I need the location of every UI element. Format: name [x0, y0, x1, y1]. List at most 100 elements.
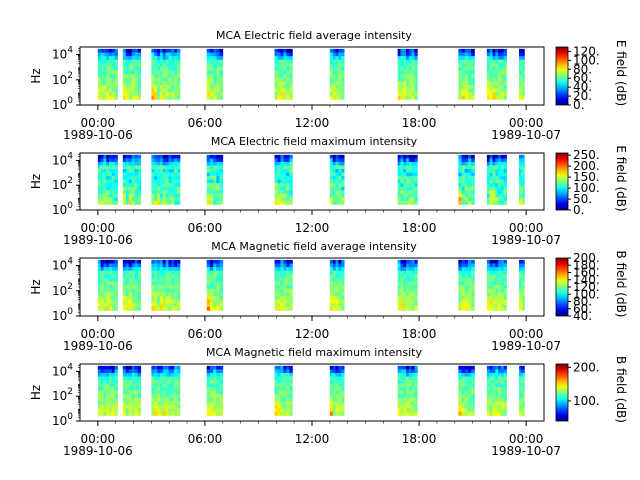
colorbar-tick-label: 60.: [573, 71, 592, 85]
data-segment-2: [122, 154, 142, 205]
panel-title: MCA Magnetic field maximum intensity: [206, 346, 422, 359]
data-segment-9: [486, 365, 507, 416]
data-segment-8: [458, 259, 475, 311]
colorbar: 0.20.40.60.80.100.120. E field (dB): [555, 40, 628, 112]
spectrogram-data: [97, 154, 525, 205]
panel-title: MCA Magnetic field average intensity: [211, 240, 417, 253]
data-segment-7: [397, 154, 418, 205]
panel-4: MCA Magnetic field maximum intensity 100 1…: [29, 346, 628, 458]
data-segment-10: [519, 259, 525, 311]
panel-2: MCA Electric field maximum intensity1001…: [29, 135, 628, 247]
colorbar-tick-label: 80.: [573, 62, 592, 76]
colorbar: 0.50.100.150.200.250. E field (dB): [555, 145, 628, 217]
data-segment-2: [122, 365, 142, 416]
colorbar-tick-label: 200.: [573, 251, 600, 265]
data-segment-1: [97, 48, 118, 100]
data-segment-3: [151, 154, 181, 205]
colorbar-tick-label: 120.: [573, 44, 600, 58]
data-segment-5: [274, 365, 293, 416]
data-segment-3: [151, 365, 181, 416]
y-tick-label: 102: [52, 387, 73, 403]
colorbar-label: B field (dB): [614, 356, 628, 423]
x-tick-label: 18:00: [402, 221, 437, 235]
data-segment-8: [458, 154, 475, 205]
data-segment-4: [206, 154, 224, 205]
panel-title: MCA Electric field maximum intensity: [211, 135, 418, 148]
x-tick-label: 00:00: [81, 327, 116, 341]
x-tick-label: 00:00: [81, 116, 116, 130]
x-tick-label: 00:00: [509, 221, 544, 235]
x-tick-label: 12:00: [295, 327, 330, 341]
colorbar-tick-label: 20.: [573, 89, 592, 103]
y-tick-label: 102: [52, 282, 73, 298]
y-tick-label: 102: [52, 71, 73, 87]
data-segment-9: [486, 48, 507, 100]
panel-title: MCA Electric field average intensity: [216, 29, 412, 42]
colorbar-label: E field (dB): [614, 40, 628, 106]
colorbar-tick-label: 40.: [573, 309, 592, 323]
date-start-label: 1989-10-06: [63, 233, 133, 247]
data-segment-10: [519, 365, 525, 416]
data-segment-9: [486, 259, 507, 311]
colorbar-tick-label: 60.: [573, 302, 592, 316]
data-segment-4: [206, 365, 224, 416]
x-tick-label: 00:00: [81, 221, 116, 235]
spectrogram-data: [97, 259, 525, 311]
colorbar-gradient: [555, 46, 569, 106]
data-segment-10: [519, 48, 525, 100]
spectrogram-data: [97, 365, 525, 416]
x-tick-label: 06:00: [188, 221, 223, 235]
data-segment-1: [97, 365, 118, 416]
data-segment-7: [397, 365, 418, 416]
data-segment-8: [458, 365, 475, 416]
x-tick-label: 06:00: [188, 327, 223, 341]
panel-1: MCA Electric field average intensity1001…: [29, 29, 628, 142]
y-tick-label: 100: [52, 201, 73, 217]
x-tick-label: 00:00: [509, 327, 544, 341]
x-tick-label: 18:00: [402, 116, 437, 130]
y-tick-label: 104: [52, 151, 73, 167]
colorbar-tick-label: 100.: [573, 394, 600, 408]
y-axis: 100 102 104: [52, 151, 80, 217]
y-axis: 100 102 104: [52, 257, 80, 323]
colorbar-tick-label: 140.: [573, 273, 600, 287]
date-end-label: 1989-10-07: [491, 233, 561, 247]
colorbar-tick-label: 160.: [573, 266, 600, 280]
date-end-label: 1989-10-07: [491, 444, 561, 458]
y-axis-label: Hz: [29, 68, 43, 83]
data-segment-5: [274, 154, 293, 205]
data-segment-4: [206, 259, 224, 311]
panel-3: MCA Magnetic field average intensity 1001…: [29, 240, 628, 353]
data-segment-3: [151, 259, 181, 311]
x-tick-label: 12:00: [295, 432, 330, 446]
date-start-label: 1989-10-06: [63, 339, 133, 353]
data-segment-10: [519, 154, 525, 205]
date-end-label: 1989-10-07: [491, 128, 561, 142]
x-tick-label: 18:00: [402, 327, 437, 341]
data-segment-4: [206, 48, 224, 100]
data-segment-5: [274, 259, 293, 311]
data-segment-1: [97, 154, 118, 205]
x-tick-label: 06:00: [188, 116, 223, 130]
x-tick-label: 18:00: [402, 432, 437, 446]
colorbar-tick-label: 200.: [573, 360, 600, 374]
data-segment-1: [97, 259, 118, 311]
y-tick-label: 100: [52, 412, 73, 428]
date-end-label: 1989-10-07: [491, 339, 561, 353]
x-tick-label: 12:00: [295, 116, 330, 130]
colorbar-label: B field (dB): [614, 251, 628, 318]
data-segment-6: [329, 154, 345, 205]
colorbar-tick-label: 120.: [573, 280, 600, 294]
data-segment-6: [329, 365, 345, 416]
x-tick-label: 00:00: [509, 432, 544, 446]
colorbar-tick-label: 0.: [573, 203, 584, 217]
data-segment-6: [329, 259, 345, 311]
colorbar-label: E field (dB): [614, 145, 628, 211]
data-segment-2: [122, 48, 142, 100]
colorbar-tick-label: 100.: [573, 53, 600, 67]
y-tick-label: 104: [52, 46, 73, 62]
